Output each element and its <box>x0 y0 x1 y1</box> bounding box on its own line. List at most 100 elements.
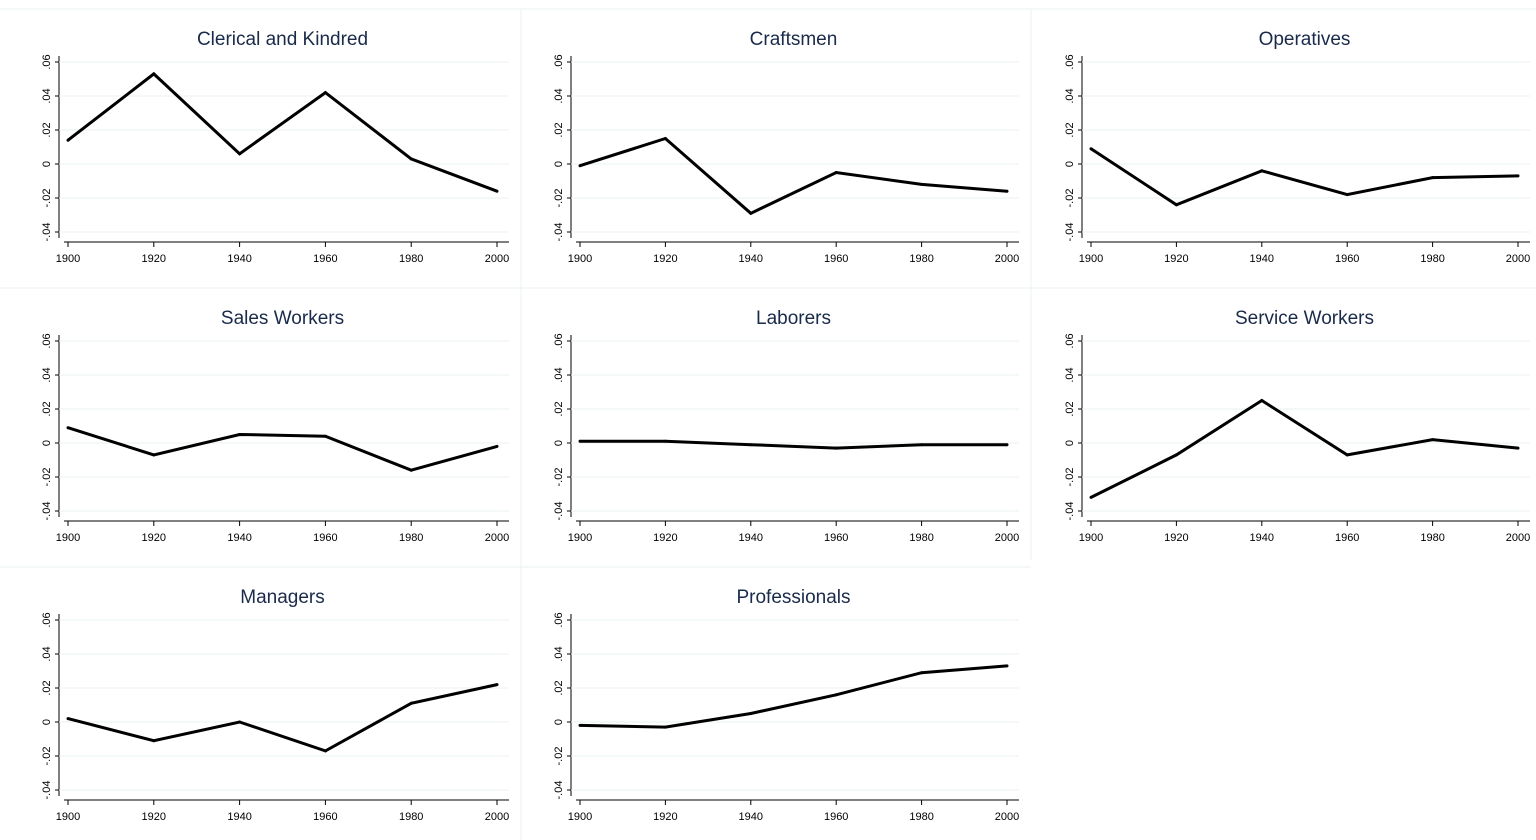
y-tick-label-managers: -.04 <box>41 781 53 800</box>
x-tick-label-service-workers: 1920 <box>1164 532 1188 544</box>
data-point-craftsmen-1900 <box>578 164 582 168</box>
x-tick-label-clerical-and-kindred: 1940 <box>227 253 251 265</box>
data-point-sales-workers-2000 <box>495 444 499 448</box>
data-point-laborers-1960 <box>834 446 838 450</box>
y-tick-label-service-workers: 0 <box>1064 440 1076 446</box>
x-tick-label-service-workers: 1980 <box>1420 532 1444 544</box>
y-tick-label-operatives: -.04 <box>1064 223 1076 242</box>
y-tick-label-service-workers: -.04 <box>1064 502 1076 521</box>
y-tick-label-service-workers: .02 <box>1064 401 1076 416</box>
series-line-operatives <box>1090 147 1519 207</box>
data-point-laborers-1940 <box>749 443 753 447</box>
x-tick-label-professionals: 1960 <box>824 811 848 823</box>
x-tick-label-craftsmen: 1960 <box>824 253 848 265</box>
panel-title-craftsmen: Craftsmen <box>750 29 838 50</box>
y-tick-label-sales-workers: .04 <box>41 367 53 382</box>
panel-operatives: Operatives -.04 -.02 0 .02 .04 .06 1900 1920 1940… <box>1064 29 1530 265</box>
x-tick-label-service-workers: 1940 <box>1250 532 1274 544</box>
panel-title-service-workers: Service Workers <box>1235 308 1374 329</box>
y-tick-label-operatives: .06 <box>1064 54 1076 69</box>
y-tick-label-professionals: -.02 <box>553 747 565 766</box>
x-tick-label-managers: 1940 <box>227 811 251 823</box>
x-tick-label-professionals: 1920 <box>653 811 677 823</box>
data-point-clerical-and-kindred-1900 <box>66 138 70 142</box>
series-line-laborers <box>580 439 1007 450</box>
data-point-operatives-1920 <box>1174 203 1178 207</box>
data-point-service-workers-1980 <box>1431 438 1435 442</box>
series-line-managers <box>67 683 498 753</box>
series-line-sales-workers <box>67 426 498 472</box>
x-tick-label-service-workers: 1900 <box>1079 532 1103 544</box>
data-point-operatives-1940 <box>1260 169 1264 173</box>
x-tick-label-professionals: 1940 <box>739 811 763 823</box>
x-tick-label-laborers: 1900 <box>568 532 592 544</box>
x-tick-label-clerical-and-kindred: 1900 <box>56 253 80 265</box>
x-tick-label-professionals: 2000 <box>995 811 1019 823</box>
y-tick-label-laborers: 0 <box>553 440 565 446</box>
data-point-professionals-1920 <box>663 725 667 729</box>
data-point-laborers-2000 <box>1005 443 1009 447</box>
panel-title-sales-workers: Sales Workers <box>221 308 344 329</box>
y-tick-label-professionals: 0 <box>553 719 565 725</box>
data-point-clerical-and-kindred-1980 <box>409 157 413 161</box>
panel-title-professionals: Professionals <box>736 587 850 608</box>
y-tick-label-sales-workers: .02 <box>41 401 53 416</box>
data-point-service-workers-1960 <box>1345 453 1349 457</box>
data-point-laborers-1980 <box>920 443 924 447</box>
x-tick-label-laborers: 1920 <box>653 532 677 544</box>
x-tick-label-craftsmen: 1900 <box>568 253 592 265</box>
data-point-professionals-1900 <box>578 723 582 727</box>
data-point-service-workers-2000 <box>1516 446 1520 450</box>
data-point-clerical-and-kindred-1920 <box>152 72 156 76</box>
y-tick-label-laborers: .02 <box>553 401 565 416</box>
x-tick-label-managers: 2000 <box>485 811 509 823</box>
x-tick-label-managers: 1900 <box>56 811 80 823</box>
x-tick-label-craftsmen: 1940 <box>739 253 763 265</box>
data-point-managers-1980 <box>409 701 413 705</box>
x-tick-label-clerical-and-kindred: 1980 <box>399 253 423 265</box>
x-tick-label-operatives: 1900 <box>1079 253 1103 265</box>
y-tick-label-managers: -.02 <box>41 747 53 766</box>
y-tick-label-clerical-and-kindred: .02 <box>41 122 53 137</box>
panel-laborers: Laborers -.04 -.02 0 .02 .04 .06 1900 1920 1940 19… <box>553 308 1019 544</box>
data-point-professionals-1960 <box>834 693 838 697</box>
x-tick-label-service-workers: 2000 <box>1506 532 1530 544</box>
x-tick-label-craftsmen: 1920 <box>653 253 677 265</box>
x-tick-label-professionals: 1900 <box>568 811 592 823</box>
y-tick-label-craftsmen: -.04 <box>553 223 565 242</box>
panel-title-clerical-and-kindred: Clerical and Kindred <box>197 29 368 50</box>
y-tick-label-craftsmen: -.02 <box>553 189 565 208</box>
x-tick-label-laborers: 2000 <box>995 532 1019 544</box>
data-point-managers-2000 <box>495 683 499 687</box>
data-point-operatives-2000 <box>1516 174 1520 178</box>
x-tick-label-clerical-and-kindred: 1920 <box>142 253 166 265</box>
data-point-professionals-1980 <box>920 671 924 675</box>
y-tick-label-laborers: -.04 <box>553 502 565 521</box>
y-tick-label-craftsmen: .06 <box>553 54 565 69</box>
y-tick-label-service-workers: -.02 <box>1064 468 1076 487</box>
data-point-sales-workers-1920 <box>152 453 156 457</box>
y-tick-label-sales-workers: 0 <box>41 440 53 446</box>
y-tick-label-managers: 0 <box>41 719 53 725</box>
y-tick-label-managers: .06 <box>41 612 53 627</box>
data-point-sales-workers-1940 <box>238 433 242 436</box>
y-tick-label-professionals: .02 <box>553 680 565 695</box>
data-point-clerical-and-kindred-1960 <box>323 91 327 95</box>
data-point-craftsmen-2000 <box>1005 189 1009 193</box>
x-tick-label-sales-workers: 1900 <box>56 532 80 544</box>
x-tick-label-sales-workers: 2000 <box>485 532 509 544</box>
panel-service-workers: Service Workers -.04 -.02 0 .02 .04 .06 1900 192… <box>1064 308 1530 544</box>
y-tick-label-managers: .02 <box>41 680 53 695</box>
panel-sales-workers: Sales Workers -.04 -.02 0 .02 .04 .06 1900 1920 1… <box>41 308 509 544</box>
y-tick-label-clerical-and-kindred: -.04 <box>41 223 53 242</box>
x-tick-label-sales-workers: 1940 <box>227 532 251 544</box>
y-tick-label-laborers: -.02 <box>553 468 565 487</box>
x-tick-label-operatives: 1980 <box>1420 253 1444 265</box>
x-tick-label-sales-workers: 1980 <box>399 532 423 544</box>
x-tick-label-service-workers: 1960 <box>1335 532 1359 544</box>
series-line-service-workers <box>1090 398 1519 499</box>
y-tick-label-professionals: .04 <box>553 646 565 661</box>
panel-title-managers: Managers <box>240 587 325 608</box>
x-tick-label-managers: 1960 <box>313 811 337 823</box>
data-point-service-workers-1900 <box>1089 495 1093 499</box>
